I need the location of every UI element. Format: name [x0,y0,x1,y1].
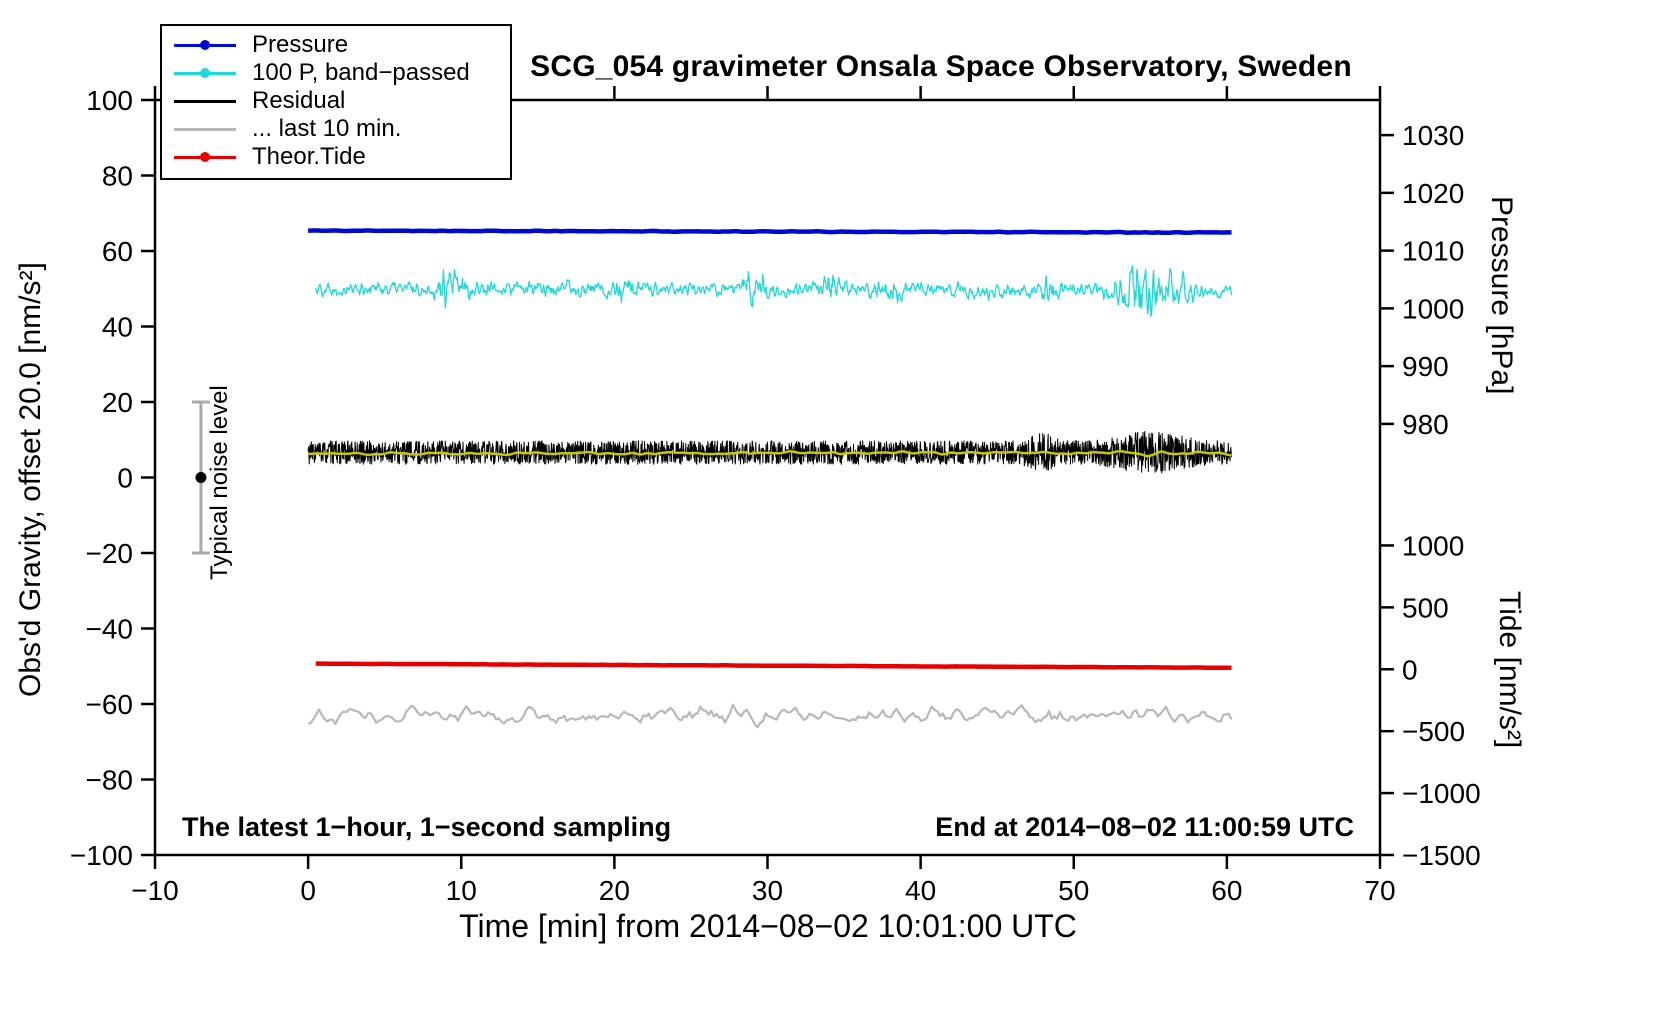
y-left-tick-label: −60 [86,689,134,720]
x-tick-label: 50 [1058,875,1089,906]
band-passed-line-marker-icon [174,67,236,79]
pressure-tick-label: 1000 [1402,293,1464,324]
y-left-tick-label: 20 [102,387,133,418]
noise-errorbar-dot [195,472,207,483]
residual-line-marker-icon [174,95,236,107]
plot-frame [153,98,1382,857]
x-axis-label: Time [min] from 2014−08−02 10:01:00 UTC [459,908,1077,944]
last-10-min-line-marker-icon [174,123,236,135]
x-tick-label: 70 [1364,875,1395,906]
tide-tick-label: −1000 [1402,778,1481,809]
tide-tick-label: 500 [1402,592,1449,623]
pressure-tick-label: 1020 [1402,178,1464,209]
x-tick-label: −10 [131,875,179,906]
y-axis-label-left: Obs'd Gravity, offset 20.0 [nm/s²] [14,262,47,698]
pressure-tick-label: 1010 [1402,236,1464,267]
legend-item-theor-tide: Theor.Tide [162,143,510,171]
legend-label: 100 P, band−passed [252,59,470,86]
legend-item-pressure: Pressure [162,31,510,59]
legend-item-band-passed: 100 P, band−passed [162,59,510,87]
y-axis-label-pressure: Pressure [hPa] [1485,195,1518,395]
legend-item-residual: Residual [162,87,510,115]
end-time-annotation: End at 2014−08−02 11:00:59 UTC [935,812,1354,842]
tide-tick-label: 1000 [1402,530,1464,561]
series-band-passed [315,265,1233,317]
pressure-tick-label: 1030 [1402,120,1464,151]
y-left-tick-label: −80 [86,765,134,796]
y-left-tick-label: 100 [86,85,133,116]
chart-title: SCG_054 gravimeter Onsala Space Observat… [530,50,1352,83]
theor-tide-line-marker-icon [174,151,236,163]
legend-label: Residual [252,87,346,114]
legend-box: Pressure 100 P, band−passed Residual ...… [160,24,512,180]
legend-label: Theor.Tide [252,143,366,170]
pressure-tick-label: 990 [1402,351,1449,382]
pressure-line-marker-icon [174,39,236,51]
x-tick-label: 10 [446,875,477,906]
legend-label: ... last 10 min. [252,115,402,142]
series-residual-smoothed [308,449,1232,458]
pressure-tick-label: 980 [1402,409,1449,440]
y-axis-label-tide: Tide [nm/s²] [1493,591,1526,749]
x-tick-label: 40 [905,875,936,906]
y-left-tick-label: −100 [70,840,133,871]
legend-label: Pressure [252,31,349,58]
y-left-tick-label: 0 [117,463,133,494]
y-left-tick-label: 60 [102,236,133,267]
tide-tick-label: −1500 [1402,840,1481,871]
tide-tick-label: −500 [1402,716,1465,747]
x-tick-label: 30 [752,875,783,906]
noise-level-annotation: Typical noise level [206,385,233,580]
series-pressure [308,228,1232,236]
y-left-tick-label: 40 [102,312,133,343]
legend-item-last-10-min: ... last 10 min. [162,115,510,143]
x-tick-label: 0 [300,875,316,906]
series-theor-tide [315,661,1232,671]
y-left-tick-label: −20 [86,538,134,569]
x-tick-label: 60 [1211,875,1242,906]
series-residual [307,431,1232,474]
y-left-tick-label: −40 [86,614,134,645]
tide-tick-label: 0 [1402,654,1418,685]
x-tick-label: 20 [599,875,630,906]
series-last-10-min [307,703,1233,729]
sampling-annotation: The latest 1−hour, 1−second sampling [182,812,672,842]
y-left-tick-label: 80 [102,161,133,192]
